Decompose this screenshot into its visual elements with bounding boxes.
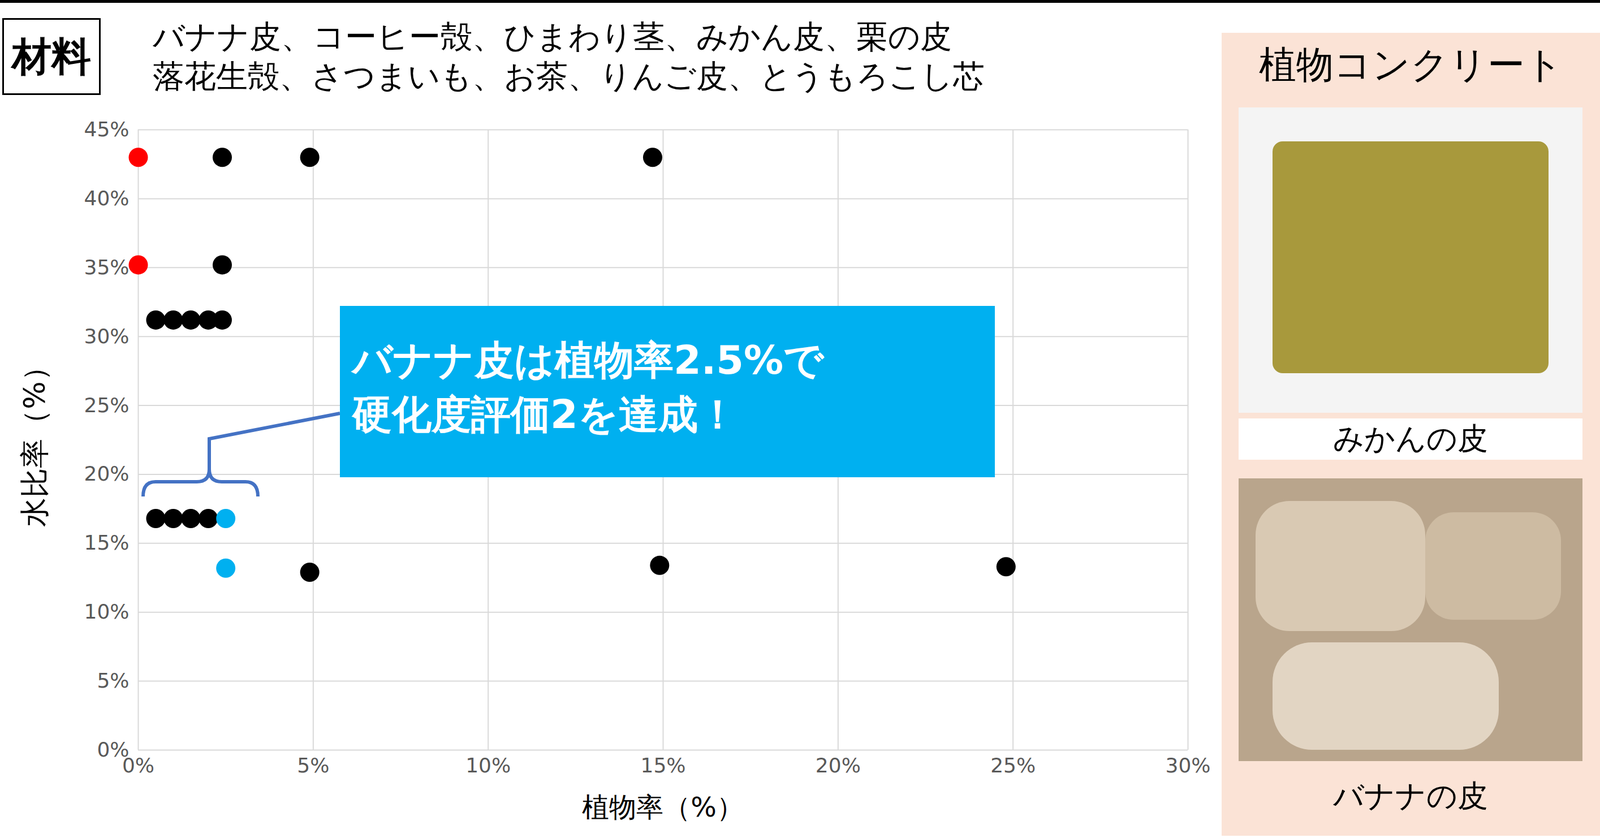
svg-text:20%: 20% — [815, 753, 861, 778]
svg-text:0%: 0% — [122, 753, 155, 778]
html-text:水比率（%）: 水比率（%） — [17, 351, 52, 527]
svg-text:30%: 30% — [1165, 753, 1211, 778]
html-text:みかんの皮: みかんの皮 — [1333, 420, 1489, 457]
html-text:落花生殻、さつまいも、お茶、りんご皮、とうもろこし芯: 落花生殻、さつまいも、お茶、りんご皮、とうもろこし芯 — [152, 57, 985, 95]
svg-text:30%: 30% — [83, 324, 129, 348]
svg-text:10%: 10% — [83, 600, 129, 624]
html-text:材料: 材料 — [11, 33, 92, 80]
html-text:バナナ皮、コーヒー殻、ひまわり茎、みかん皮、栗の皮: バナナ皮、コーヒー殻、ひまわり茎、みかん皮、栗の皮 — [152, 18, 952, 55]
svg-text:25%: 25% — [83, 393, 129, 417]
svg-text:20%: 20% — [83, 462, 129, 486]
svg-text:15%: 15% — [640, 753, 686, 778]
svg-text:25%: 25% — [990, 753, 1036, 778]
svg-text:0%: 0% — [96, 738, 129, 762]
html-text:バナナの皮: バナナの皮 — [1333, 778, 1489, 814]
svg-text:45%: 45% — [83, 117, 129, 141]
svg-text:10%: 10% — [465, 753, 511, 778]
svg-text:35%: 35% — [83, 255, 129, 279]
html-text:植物コンクリート: 植物コンクリート — [1258, 42, 1563, 87]
html-text:植物率（%）: 植物率（%） — [582, 791, 744, 823]
svg-text:5%: 5% — [296, 753, 330, 778]
html-text:バナナ皮は植物率2.5%で: バナナ皮は植物率2.5%で — [352, 337, 825, 384]
svg-text:40%: 40% — [83, 186, 129, 210]
svg-text:5%: 5% — [96, 669, 129, 693]
svg-text:15%: 15% — [83, 531, 129, 555]
html-text:硬化度評価2を達成！: 硬化度評価2を達成！ — [352, 391, 738, 438]
